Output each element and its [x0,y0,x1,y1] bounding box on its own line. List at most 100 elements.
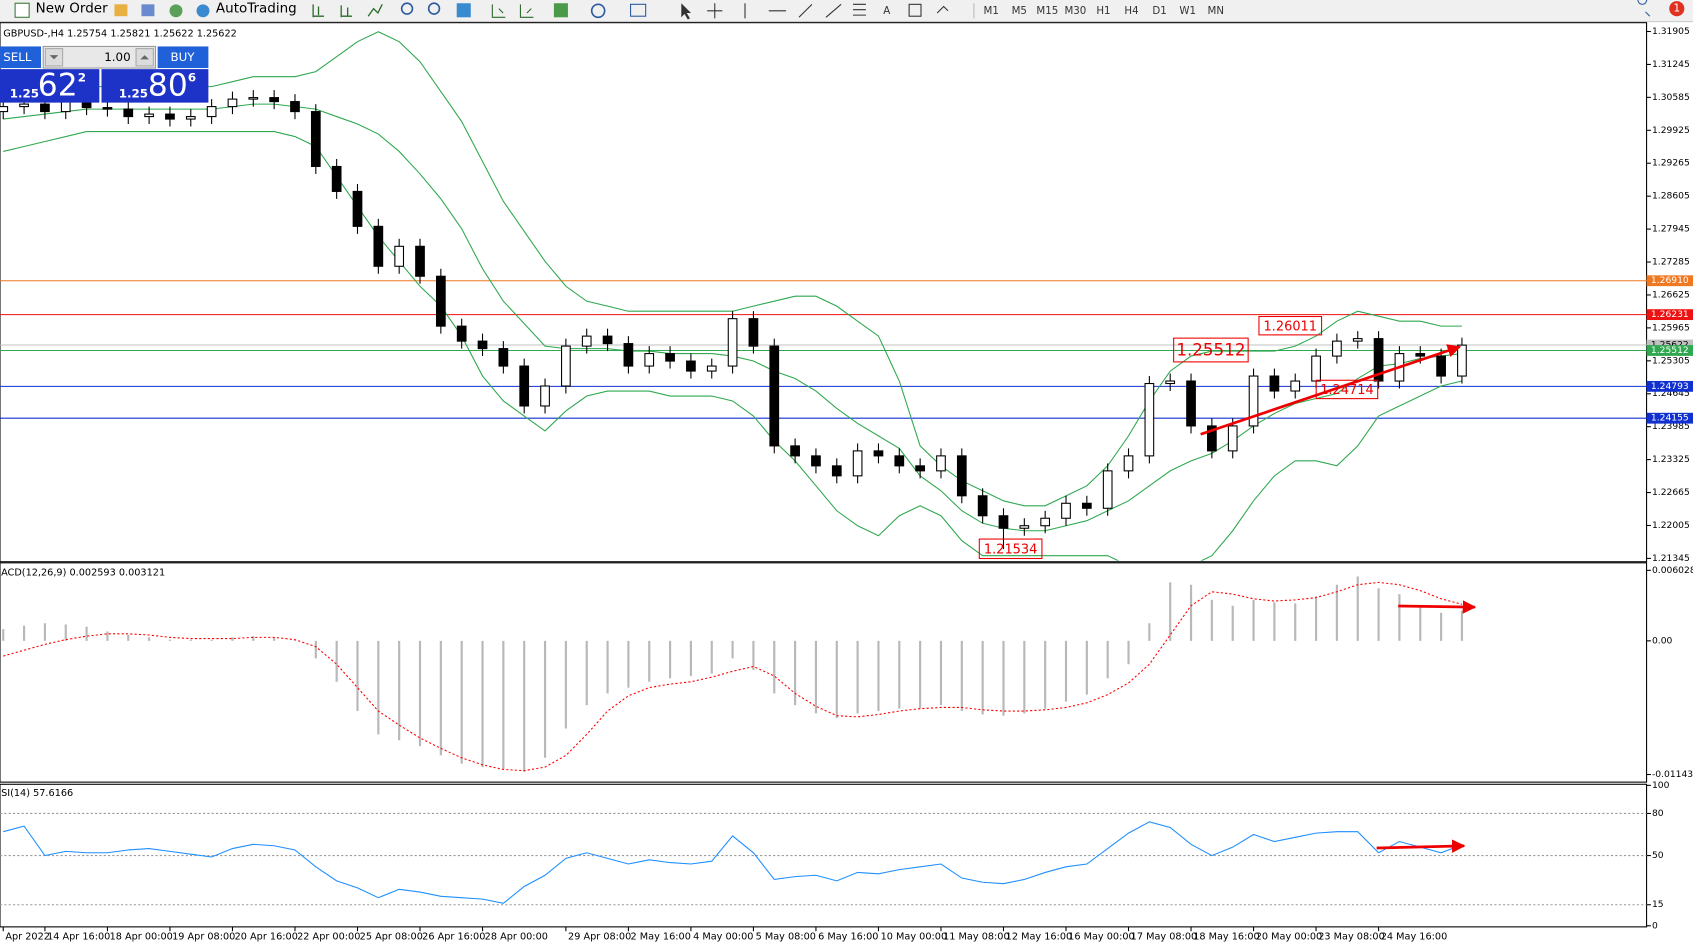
candle-body [581,335,592,347]
timeframe-button[interactable]: M1 [983,5,998,17]
annotation-box [1258,315,1323,336]
new-order-icon[interactable] [14,2,30,18]
sell-label[interactable]: SELL [3,50,32,64]
x-tick-label: 26 Apr 16:00 [422,932,485,942]
candle-body [1019,525,1030,529]
toolbar-icon[interactable] [141,4,155,17]
new-order-button[interactable]: New Order [36,1,108,17]
candle-body [1102,470,1113,509]
candle-body [623,343,634,367]
y-tick-label: 1.26625 [1652,289,1690,300]
text-tool[interactable]: A [883,5,890,17]
candle-body [1415,353,1426,357]
x-tick-label: 6 May 16:00 [818,932,878,942]
candle-body [1352,338,1363,342]
timeframe-button[interactable]: M15 [1036,5,1058,17]
toolbar-icon[interactable] [367,4,383,17]
x-tick-label: 24 May 16:00 [1381,932,1448,942]
cursor-icon[interactable] [681,3,692,20]
candle-body [519,365,530,407]
candle-body [498,348,509,367]
sell-price-box[interactable] [0,69,100,103]
rsi-title: SI(14) 57.6166 [1,788,73,799]
timeframe-button[interactable]: M5 [1012,5,1027,17]
price-level-tag [1646,275,1693,287]
candle-body [1311,355,1321,382]
alerts-count[interactable]: 1 [1673,2,1680,15]
y-tick-label: 1.23325 [1652,454,1690,465]
x-tick-label: 19 Apr 08:00 [172,932,235,942]
candle-body [1165,380,1176,385]
y-tick-label: 0.006028 [1652,565,1693,576]
y-tick-label: 100 [1652,780,1670,791]
y-tick-label: 1.31905 [1652,26,1690,37]
price-level-label: 1.26231 [1651,309,1689,320]
candle-body [727,318,738,367]
crosshair-icon[interactable] [707,3,723,19]
toolbar-icon[interactable] [114,4,128,17]
buy-button[interactable] [157,46,209,69]
toolbar-icon[interactable] [491,4,506,18]
toolbar [0,0,1693,22]
candle-body [415,245,425,277]
sell-price-digits[interactable]: 62 [38,67,78,103]
trend-arrow [1200,344,1462,436]
buy-price-box[interactable] [101,69,209,103]
y-tick-label: 1.30585 [1652,92,1690,103]
templates-icon[interactable] [630,3,647,17]
alerts-badge[interactable] [1669,1,1685,17]
candle-body [561,345,571,387]
timeframe-button[interactable]: D1 [1152,5,1166,17]
buy-price-digits[interactable]: 80 [148,67,188,103]
x-tick-label: 18 May 16:00 [1193,932,1260,942]
timeframe-button[interactable]: MN [1208,5,1225,17]
arrow-tool[interactable] [936,5,949,14]
toolbar-icon[interactable] [312,4,324,18]
sell-price-pip[interactable]: 2 [78,70,86,84]
annotation-box [978,538,1043,560]
drawing-tools[interactable] [744,3,866,19]
macd-title: ACD(12,26,9) 0.002593 0.003121 [1,568,165,579]
timeframe-button[interactable]: W1 [1179,5,1196,17]
x-tick-label: 11 May 08:00 [943,932,1010,942]
autotrading-icon[interactable] [196,4,210,18]
x-tick-label: 22 Apr 00:00 [297,932,360,942]
timeframe-button[interactable]: H1 [1096,5,1110,17]
timeframe-button[interactable]: M30 [1064,5,1086,17]
y-tick-label: 0.00 [1652,635,1673,646]
buy-price-big[interactable]: 1.25 [119,86,148,100]
indicators-icon[interactable] [553,3,568,18]
sell-price-big[interactable]: 1.25 [10,86,39,100]
candle-body [831,465,842,477]
autotrading-button[interactable]: AutoTrading [216,1,297,17]
timeframe-button[interactable]: H4 [1124,5,1138,17]
zoom-out[interactable] [427,2,441,15]
candle-body [540,385,550,407]
sell-button[interactable] [0,46,42,69]
lots-input[interactable]: 1.00 [104,50,130,64]
toolbar-icon[interactable] [340,5,352,18]
candle-body [1373,338,1384,382]
tile-icon[interactable] [456,3,471,18]
lots-box[interactable] [42,45,157,69]
label-tool[interactable] [908,3,922,17]
y-tick-label: 1.27285 [1652,257,1690,268]
toolbar-icon[interactable] [169,4,183,18]
buy-price-pip[interactable]: 6 [188,70,196,84]
candle-body [0,106,9,113]
buy-label[interactable]: BUY [170,50,195,64]
x-tick-label: 17 May 08:00 [1131,932,1198,942]
search-icon[interactable] [1637,0,1651,17]
y-tick-label: 1.23985 [1652,421,1690,432]
annotation: 1.21534 [984,542,1037,557]
price-level-label: 1.25512 [1651,345,1689,356]
zoom-in[interactable] [400,2,414,15]
rsi-line [3,821,1463,904]
candle-body [435,275,446,327]
candle-body [811,455,821,467]
periods-icon[interactable] [590,3,606,19]
candle-body [1061,502,1071,519]
candle-body [394,245,405,267]
toolbar-icon[interactable] [519,4,534,18]
